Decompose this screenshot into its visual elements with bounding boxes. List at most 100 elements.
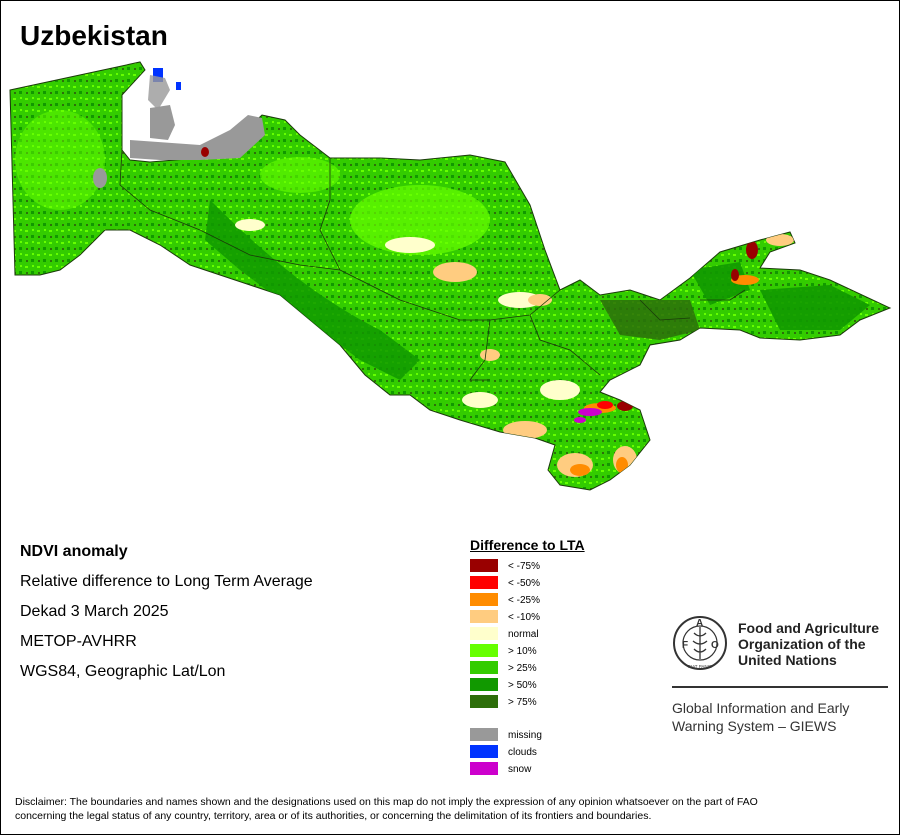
clouds-zone	[153, 68, 163, 82]
light-green-zone	[260, 157, 340, 193]
legend-swatch	[470, 627, 498, 640]
fao-name-line: United Nations	[738, 652, 837, 668]
missing-zone	[150, 105, 175, 140]
dark-green-zone	[205, 200, 420, 380]
missing-zone	[130, 115, 265, 160]
legend-label: < -25%	[508, 595, 540, 606]
fao-name-line: Food and Agriculture	[738, 620, 880, 636]
legend-row: clouds	[470, 745, 585, 762]
negative-75-zone	[617, 401, 633, 411]
dark-green-zone	[600, 300, 700, 340]
normal-zone	[462, 392, 498, 408]
legend-swatch	[470, 678, 498, 691]
disclaimer: Disclaimer: The boundaries and names sho…	[15, 795, 885, 823]
info-heading: NDVI anomaly	[20, 543, 128, 560]
legend-title: Difference to LTA	[470, 537, 585, 553]
negative-25-zone	[570, 464, 590, 476]
province-border	[529, 289, 561, 316]
negative-25-zone	[616, 457, 628, 473]
fao-logo-letter-f: F	[682, 640, 688, 651]
fao-logo-letter-a: A	[696, 618, 703, 629]
legend-label: > 25%	[508, 663, 537, 674]
snow-zone	[578, 408, 602, 416]
province-border	[469, 319, 491, 381]
country-map	[9, 61, 892, 491]
legend-row: > 25%	[470, 661, 585, 678]
info-line: METOP-AVHRR	[20, 633, 137, 650]
disclaimer-line: Disclaimer: The boundaries and names sho…	[15, 796, 758, 808]
province-border	[319, 158, 341, 271]
legend-label: > 10%	[508, 646, 537, 657]
negative-75-zone	[746, 241, 758, 259]
negative-50-zone	[597, 401, 613, 409]
legend-label: missing	[508, 730, 542, 741]
legend-row: snow	[470, 762, 585, 779]
province-border	[529, 314, 601, 376]
info-line: Relative difference to Long Term Average	[20, 573, 313, 590]
clouds-zone	[176, 82, 181, 90]
legend-label: < -75%	[508, 561, 540, 572]
fao-logo-icon: F A O FIAT PANIS	[673, 616, 727, 670]
info-line: WGS84, Geographic Lat/Lon	[20, 663, 226, 680]
legend-label: > 75%	[508, 697, 537, 708]
legend-label: > 50%	[508, 680, 537, 691]
dark-green-zone	[760, 285, 870, 330]
legend-row: > 75%	[470, 695, 585, 712]
legend-row: normal	[470, 627, 585, 644]
giews-line: Warning System – GIEWS	[672, 718, 837, 734]
province-border	[700, 289, 746, 301]
legend-swatch	[470, 610, 498, 623]
legend-items: < -75% < -50% < -25% < -10% normal > 10% > 25%…	[470, 559, 585, 712]
missing-zone	[93, 168, 107, 188]
giews-line: Global Information and Early	[672, 700, 850, 716]
legend: Difference to LTA < -75% < -50% < -25% < -1…	[470, 537, 585, 779]
legend-row: < -75%	[470, 559, 585, 576]
light-green-zone	[15, 110, 105, 210]
legend-swatch	[470, 661, 498, 674]
legend-swatch	[470, 593, 498, 606]
light-green-zone	[350, 185, 490, 255]
normal-zone	[540, 380, 580, 400]
province-border	[339, 269, 531, 321]
legend-row: < -50%	[470, 576, 585, 593]
legend-gap	[470, 712, 585, 728]
legend-row: missing	[470, 728, 585, 745]
giews-name: Global Information and Early Warning Sys…	[672, 699, 888, 735]
map-title: Uzbekistan	[20, 20, 168, 51]
legend-swatch	[470, 745, 498, 758]
fao-logo-motto: FIAT PANIS	[688, 664, 712, 669]
normal-zone	[385, 237, 435, 253]
fao-logo-letter-o: O	[711, 640, 719, 651]
normal-zone	[235, 219, 265, 231]
map-info-panel: NDVI anomaly Relative difference to Long…	[20, 542, 313, 692]
province-border	[639, 299, 691, 321]
legend-swatch	[470, 728, 498, 741]
province-border	[119, 149, 341, 271]
legend-row: > 10%	[470, 644, 585, 661]
legend-swatch	[470, 644, 498, 657]
negative-10-zone	[480, 349, 500, 361]
fao-organization-name: Food and Agriculture Organization of the…	[738, 620, 888, 668]
legend-extra: missing clouds snow	[470, 728, 585, 779]
legend-label: < -50%	[508, 578, 540, 589]
disclaimer-line: concerning the legal status of any count…	[15, 810, 652, 822]
missing-zone	[148, 75, 170, 110]
legend-swatch	[470, 762, 498, 775]
legend-row: < -10%	[470, 610, 585, 627]
negative-75-zone	[201, 147, 209, 157]
legend-label: snow	[508, 764, 532, 775]
normal-zone	[498, 292, 542, 308]
negative-75-zone	[731, 269, 739, 281]
fao-name-line: Organization of the	[738, 636, 866, 652]
legend-row: < -25%	[470, 593, 585, 610]
legend-swatch	[470, 576, 498, 589]
legend-swatch	[470, 559, 498, 572]
legend-label: < -10%	[508, 612, 540, 623]
negative-10-zone	[528, 294, 552, 306]
negative-10-zone	[433, 262, 477, 282]
legend-row: > 50%	[470, 678, 585, 695]
info-line: Dekad 3 March 2025	[20, 603, 169, 620]
negative-10-zone	[766, 234, 794, 246]
legend-swatch	[470, 695, 498, 708]
snow-zone	[574, 417, 586, 423]
